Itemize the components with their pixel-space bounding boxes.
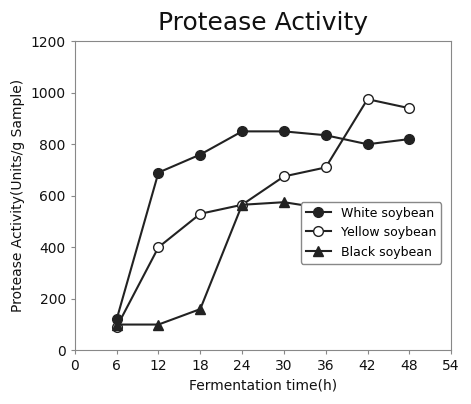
- Yellow soybean: [406, 106, 412, 111]
- Yellow soybean: [365, 97, 370, 101]
- Black soybean: [281, 200, 287, 205]
- White soybean: [406, 137, 412, 141]
- Yellow soybean: [239, 202, 245, 207]
- Black soybean: [239, 202, 245, 207]
- Black soybean: [197, 307, 203, 311]
- Black soybean: [406, 246, 412, 251]
- White soybean: [114, 317, 120, 322]
- Black soybean: [365, 250, 370, 255]
- Yellow soybean: [155, 245, 161, 250]
- Black soybean: [114, 322, 120, 327]
- White soybean: [281, 129, 287, 134]
- Yellow soybean: [323, 165, 329, 170]
- Y-axis label: Protease Activity(Units/g Sample): Protease Activity(Units/g Sample): [11, 79, 25, 312]
- Line: Yellow soybean: Yellow soybean: [112, 94, 414, 332]
- Legend: White soybean, Yellow soybean, Black soybean: White soybean, Yellow soybean, Black soy…: [301, 202, 441, 263]
- White soybean: [239, 129, 245, 134]
- Title: Protease Activity: Protease Activity: [158, 11, 368, 35]
- Yellow soybean: [281, 174, 287, 179]
- Black soybean: [323, 206, 329, 211]
- Black soybean: [155, 322, 161, 327]
- Yellow soybean: [197, 211, 203, 216]
- White soybean: [323, 133, 329, 138]
- White soybean: [155, 170, 161, 175]
- Line: Black soybean: Black soybean: [112, 197, 414, 329]
- X-axis label: Fermentation time(h): Fermentation time(h): [189, 379, 337, 393]
- Line: White soybean: White soybean: [112, 126, 414, 324]
- White soybean: [365, 142, 370, 147]
- Yellow soybean: [114, 325, 120, 330]
- White soybean: [197, 152, 203, 157]
